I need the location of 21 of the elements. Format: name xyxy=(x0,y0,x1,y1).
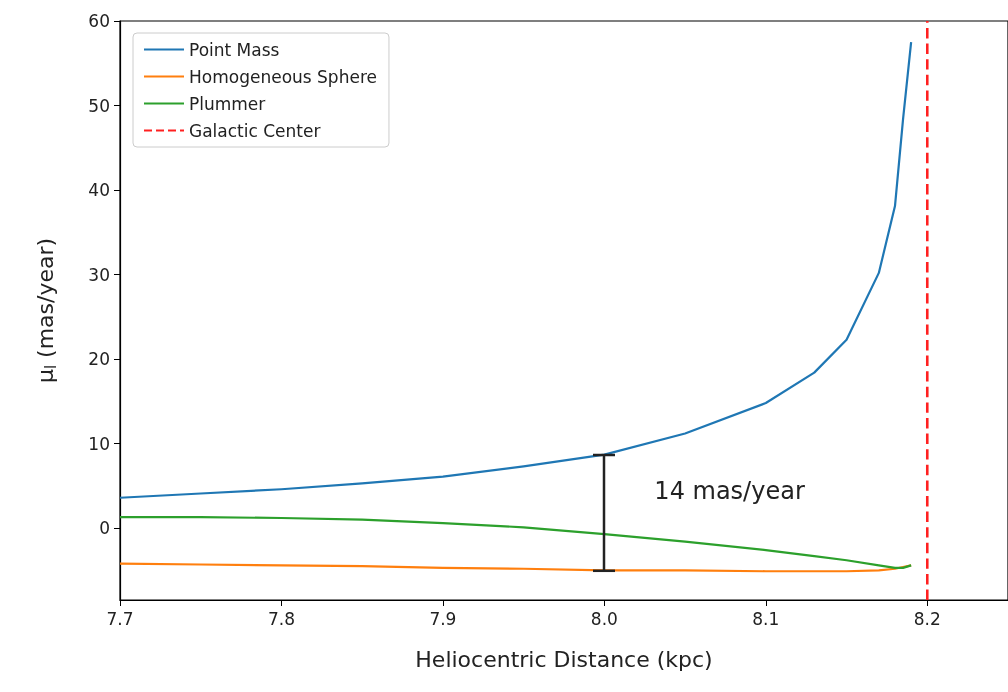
legend-label: Plummer xyxy=(189,93,266,114)
x-tick-label: 7.7 xyxy=(106,608,134,629)
x-tick-label: 7.9 xyxy=(429,608,457,629)
y-tick-label: 10 xyxy=(88,433,110,454)
annotation: 14 mas/year xyxy=(654,476,805,505)
y-tick-label: 40 xyxy=(88,180,110,201)
y-tick-label: 0 xyxy=(99,518,110,539)
legend-label: Homogeneous Sphere xyxy=(189,66,377,87)
x-tick-label: 8.1 xyxy=(752,608,780,629)
x-tick-label: 8.0 xyxy=(590,608,618,629)
y-tick-label: 50 xyxy=(88,95,110,116)
y-tick-label: 30 xyxy=(88,264,110,285)
legend-label: Point Mass xyxy=(189,39,280,60)
x-tick-label: 7.8 xyxy=(267,608,295,629)
y-tick-label: 20 xyxy=(88,349,110,370)
y-tick-label: 60 xyxy=(88,11,110,31)
x-axis-title: Heliocentric Distance (kpc) xyxy=(415,646,713,672)
y-axis-title: μl (mas/year) xyxy=(33,237,60,384)
line-series xyxy=(118,516,913,569)
legend-label: Galactic Center xyxy=(189,120,321,141)
x-tick-label: 8.2 xyxy=(913,608,941,629)
